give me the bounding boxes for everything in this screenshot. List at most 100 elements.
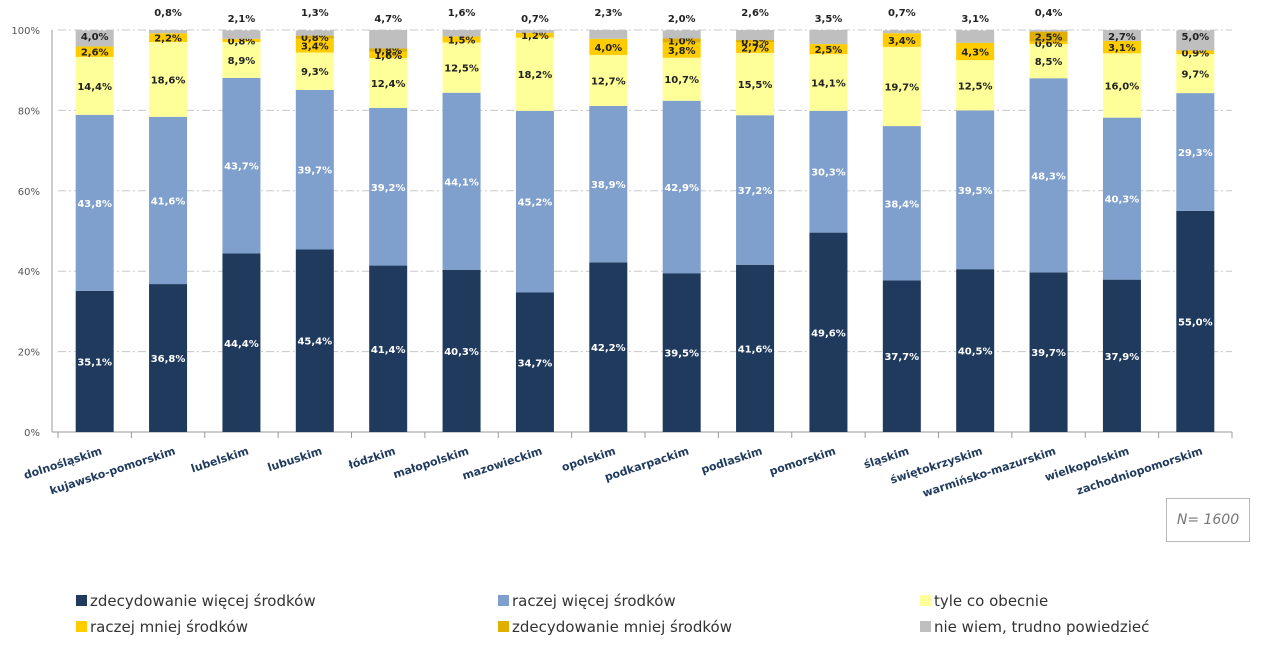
data-label: 41,4%	[371, 345, 406, 356]
data-label: 45,2%	[518, 198, 553, 209]
bar-segment	[809, 44, 848, 55]
x-tick-label: mazowieckim	[461, 444, 544, 482]
legend-swatch	[498, 595, 509, 606]
x-tick-label: podlaskim	[699, 444, 763, 476]
y-tick-label: 20%	[18, 348, 40, 359]
data-label: 0,7%	[521, 14, 549, 25]
bar-segment	[882, 46, 921, 127]
y-tick-label: 100%	[11, 26, 40, 37]
data-label: 41,6%	[738, 344, 773, 355]
bar-segment	[75, 290, 114, 432]
x-tick-label: podkarpackim	[603, 444, 691, 484]
data-label: 35,1%	[77, 357, 112, 368]
data-label: 0,8%	[228, 36, 256, 47]
data-label: 2,2%	[154, 34, 182, 45]
data-label: 8,5%	[1035, 57, 1063, 68]
data-label: 39,5%	[664, 349, 699, 360]
bar-segment	[736, 264, 775, 432]
data-label: 3,1%	[961, 14, 989, 25]
data-label: 14,4%	[77, 82, 112, 93]
bar-segment	[1102, 53, 1141, 118]
bar-segment	[222, 77, 261, 254]
bar-segment	[1102, 117, 1141, 280]
bar-segment	[222, 30, 261, 39]
bar-segment	[515, 110, 554, 293]
bar-segment	[662, 38, 701, 43]
data-label: 0,9%	[1181, 48, 1209, 59]
bar-segment	[589, 262, 628, 432]
data-label: 42,9%	[664, 183, 699, 194]
bar-segment	[369, 107, 408, 266]
data-label: 3,1%	[1108, 43, 1136, 54]
data-label: 9,3%	[301, 67, 329, 78]
bar-segment	[589, 30, 628, 39]
bar-segment	[149, 116, 188, 285]
data-label: 2,1%	[228, 14, 256, 25]
data-label: 3,4%	[301, 42, 329, 53]
bar-segment	[882, 280, 921, 432]
data-label: 1,0%	[668, 36, 696, 47]
data-label: 0,7%	[888, 8, 916, 19]
data-label: 29,3%	[1178, 148, 1213, 159]
data-label: 39,5%	[958, 186, 993, 197]
data-label: 0,8%	[301, 33, 329, 44]
legend-label: zdecydowanie mniej środków	[512, 618, 732, 636]
bar-segment	[1029, 30, 1068, 32]
data-label: 1,2%	[521, 31, 549, 42]
data-label: 36,8%	[151, 354, 186, 365]
data-label: 18,2%	[518, 70, 553, 81]
bar-segment	[1102, 30, 1141, 41]
bar-segment	[369, 48, 408, 52]
x-tick-label: zachodniopomorskim	[1075, 444, 1204, 497]
bar-segment	[222, 253, 261, 432]
data-label: 2,7%	[741, 43, 769, 54]
data-label: 12,4%	[371, 79, 406, 90]
bar-segment	[882, 126, 921, 281]
data-label: 4,0%	[81, 32, 109, 43]
x-tick-label: lubelskim	[189, 444, 250, 475]
data-label: 40,3%	[1105, 195, 1140, 206]
data-label: 0,5%	[741, 37, 769, 48]
bar-segment	[442, 42, 481, 93]
data-label: 12,5%	[444, 64, 479, 75]
bar-segment	[809, 54, 848, 111]
bar-segment	[956, 30, 995, 43]
bar-segment	[1176, 54, 1215, 94]
data-label: 38,9%	[591, 180, 626, 191]
bar-segment	[589, 38, 628, 55]
bar-segment	[1029, 44, 1068, 79]
bar-segment	[736, 30, 775, 41]
bar-segment	[149, 30, 188, 34]
bar-segment	[369, 58, 408, 108]
bar-segment	[149, 284, 188, 432]
legend-label: raczej więcej środków	[512, 592, 676, 610]
legend-label: raczej mniej środków	[90, 618, 248, 636]
bar-segment	[369, 30, 408, 49]
data-label: 39,7%	[1031, 348, 1066, 359]
bar-segment	[589, 105, 628, 263]
data-label: 16,0%	[1105, 81, 1140, 92]
data-label: 38,4%	[884, 199, 919, 210]
data-label: 1,6%	[374, 51, 402, 62]
data-label: 12,7%	[591, 76, 626, 87]
legend-swatch	[498, 621, 509, 632]
data-label: 45,4%	[297, 337, 332, 348]
bar-segment	[956, 42, 995, 61]
legend-swatch	[920, 621, 931, 632]
data-label: 40,3%	[444, 347, 479, 358]
data-label: 2,5%	[1035, 33, 1063, 44]
bar-segment	[75, 114, 114, 291]
bar-segment	[1029, 78, 1068, 273]
data-label: 18,6%	[151, 75, 186, 86]
bar-segment	[1176, 30, 1215, 51]
data-label: 1,3%	[301, 8, 329, 19]
bar-segment	[956, 110, 995, 270]
data-label: 14,1%	[811, 78, 846, 89]
y-tick-label: 60%	[18, 187, 40, 198]
data-label: 42,2%	[591, 343, 626, 354]
data-label: 1,5%	[448, 35, 476, 46]
data-label: 37,7%	[884, 352, 919, 363]
sample-size-annotation: N= 1600	[1166, 498, 1250, 542]
data-label: 4,3%	[961, 48, 989, 59]
data-label: 55,0%	[1178, 317, 1213, 328]
